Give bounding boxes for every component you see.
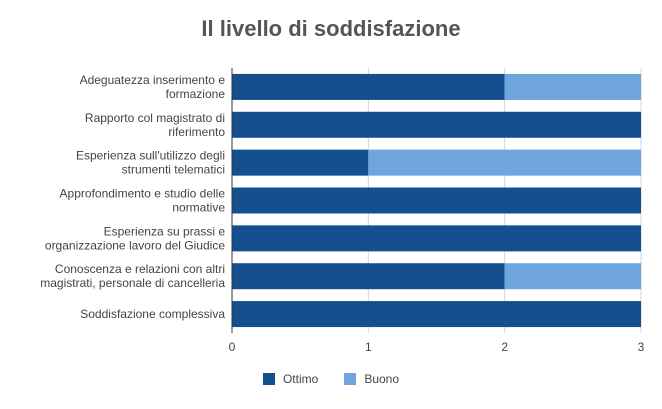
category-label-line: magistrati, personale di cancelleria xyxy=(40,276,225,290)
legend-item: Buono xyxy=(344,372,399,386)
category-label-line: Rapporto col magistrato di xyxy=(85,111,225,125)
bar-ottimo xyxy=(232,225,641,252)
x-tick-label: 0 xyxy=(229,340,236,354)
legend-swatch xyxy=(344,373,357,385)
category-label-line: strumenti telematici xyxy=(122,163,225,177)
category-label-line: Adeguatezza inserimento e xyxy=(80,73,226,87)
category-label: Adeguatezza inserimento e formazione xyxy=(80,73,226,101)
category-label-line: formazione xyxy=(166,87,226,101)
category-label: Esperienza su prassi e organizzazione lav… xyxy=(45,224,225,252)
legend-label: Buono xyxy=(364,372,400,386)
bar-ottimo xyxy=(232,73,505,100)
category-label: Conoscenza e relazioni con altri magistra… xyxy=(40,262,225,290)
legend-item: Ottimo xyxy=(262,372,319,386)
bar-ottimo xyxy=(232,263,505,290)
chart-title: Il livello di soddisfazione xyxy=(201,16,461,41)
category-label: Rapporto col magistrato di riferimento xyxy=(85,111,225,139)
x-tick-label: 3 xyxy=(638,340,645,354)
category-label-line: Approfondimento e studio delle xyxy=(60,187,226,201)
bar-ottimo xyxy=(232,187,641,214)
x-tick-label: 2 xyxy=(501,340,508,354)
bar-buono xyxy=(504,263,641,290)
chart-legend: Ottimo Buono xyxy=(0,372,662,386)
category-label-line: Soddisfazione complessiva xyxy=(80,307,225,321)
category-label-line: Esperienza su prassi e xyxy=(104,224,226,238)
bar-ottimo xyxy=(232,111,641,138)
bar-buono xyxy=(504,73,641,100)
legend-swatch xyxy=(262,373,275,385)
legend-label: Ottimo xyxy=(282,372,319,386)
category-label-line: Esperienza sull'utilizzo degli xyxy=(76,149,225,163)
category-label-line: riferimento xyxy=(168,125,225,139)
x-tick-label: 1 xyxy=(365,340,372,354)
category-label: Esperienza sull'utilizzo degli strumenti … xyxy=(76,149,225,177)
category-label-line: normative xyxy=(172,201,225,215)
bar-buono xyxy=(368,149,641,176)
bar-ottimo xyxy=(232,301,641,328)
category-label: Approfondimento e studio delle normative xyxy=(60,187,226,215)
category-label: Soddisfazione complessiva xyxy=(80,307,225,321)
category-label-line: Conoscenza e relazioni con altri xyxy=(55,262,225,276)
bar-ottimo xyxy=(232,149,369,176)
category-label-line: organizzazione lavoro del Giudice xyxy=(45,238,225,252)
